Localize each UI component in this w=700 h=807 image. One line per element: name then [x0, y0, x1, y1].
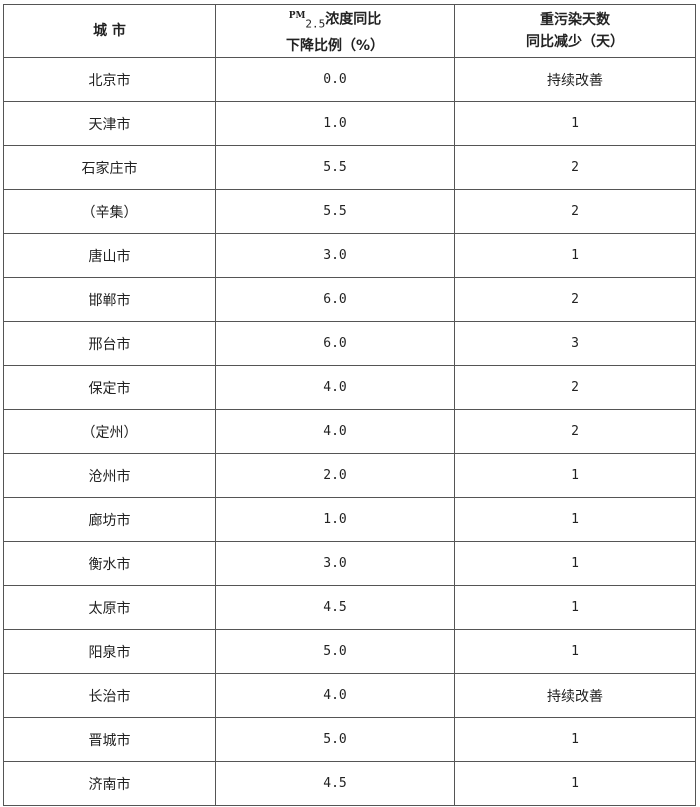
pm25-cell: 5.5: [215, 189, 455, 235]
city-cell: 石家庄市: [3, 145, 216, 191]
days-cell: 持续改善: [454, 57, 696, 103]
city-cell: 天津市: [3, 101, 216, 147]
table-row: 衡水市 3.0 1: [3, 541, 696, 587]
days-cell: 3: [454, 321, 696, 367]
days-header-line1: 重污染天数: [540, 12, 610, 29]
table-row: 北京市 0.0 持续改善: [3, 57, 696, 103]
table-row: 保定市 4.0 2: [3, 365, 696, 411]
city-cell: 保定市: [3, 365, 216, 411]
pm25-cell: 5.5: [215, 145, 455, 191]
table-row: 唐山市 3.0 1: [3, 233, 696, 279]
header-row: 城 市 PM2.5浓度同比 下降比例（%） 重污染天数 同比减少（天）: [3, 3, 696, 59]
city-cell: 邯郸市: [3, 277, 216, 323]
pm25-cell: 4.0: [215, 409, 455, 455]
city-cell: 晋城市: [3, 717, 216, 763]
pm25-cell: 2.0: [215, 453, 455, 499]
pm-header-line2: 下降比例（%）: [285, 38, 385, 55]
city-cell: 长治市: [3, 673, 216, 719]
table-row: （定州） 4.0 2: [3, 409, 696, 455]
table-row: 济南市 4.5 1: [3, 761, 696, 807]
header-pm25-reduction: PM2.5浓度同比 下降比例（%）: [215, 3, 455, 59]
days-cell: 1: [454, 629, 696, 675]
city-cell: 阳泉市: [3, 629, 216, 675]
pm25-cell: 1.0: [215, 497, 455, 543]
days-cell: 2: [454, 409, 696, 455]
table-row: 晋城市 5.0 1: [3, 717, 696, 763]
days-cell: 2: [454, 145, 696, 191]
pm25-cell: 3.0: [215, 233, 455, 279]
table-row: 石家庄市 5.5 2: [3, 145, 696, 191]
city-cell: 太原市: [3, 585, 216, 631]
pm25-cell: 1.0: [215, 101, 455, 147]
pm25-cell: 6.0: [215, 277, 455, 323]
table-row: 长治市 4.0 持续改善: [3, 673, 696, 719]
days-cell: 1: [454, 585, 696, 631]
pm25-cell: 5.0: [215, 629, 455, 675]
days-cell: 1: [454, 101, 696, 147]
city-cell: 济南市: [3, 761, 216, 807]
table-row: 天津市 1.0 1: [3, 101, 696, 147]
table-row: 廊坊市 1.0 1: [3, 497, 696, 543]
city-cell: 沧州市: [3, 453, 216, 499]
city-cell: 廊坊市: [3, 497, 216, 543]
pm25-cell: 3.0: [215, 541, 455, 587]
pm-label: PM: [288, 11, 306, 21]
pm-subscript: 2.5: [305, 17, 326, 31]
days-cell: 1: [454, 453, 696, 499]
city-cell: （辛集）: [3, 189, 216, 235]
pm25-cell: 4.5: [215, 761, 455, 807]
days-cell: 2: [454, 189, 696, 235]
pm25-cell: 6.0: [215, 321, 455, 367]
days-cell: 2: [454, 365, 696, 411]
header-heavy-pollution-days: 重污染天数 同比减少（天）: [454, 3, 696, 59]
pm25-cell: 4.0: [215, 673, 455, 719]
header-city: 城 市: [3, 3, 216, 59]
days-cell: 2: [454, 277, 696, 323]
days-cell: 1: [454, 717, 696, 763]
pm25-cell: 0.0: [215, 57, 455, 103]
days-cell: 1: [454, 761, 696, 807]
pm-header-line1: 浓度同比: [325, 11, 382, 28]
days-cell: 持续改善: [454, 673, 696, 719]
pm25-target-table: 城 市 PM2.5浓度同比 下降比例（%） 重污染天数 同比减少（天） 北京市 0…: [3, 3, 696, 807]
days-cell: 1: [454, 233, 696, 279]
days-cell: 1: [454, 497, 696, 543]
days-cell: 1: [454, 541, 696, 587]
city-cell: （定州）: [3, 409, 216, 455]
table-row: 阳泉市 5.0 1: [3, 629, 696, 675]
pm25-cell: 5.0: [215, 717, 455, 763]
pm25-cell: 4.0: [215, 365, 455, 411]
table-row: 邯郸市 6.0 2: [3, 277, 696, 323]
table-row: （辛集） 5.5 2: [3, 189, 696, 235]
pm25-cell: 4.5: [215, 585, 455, 631]
days-header-line2: 同比减少（天）: [526, 34, 624, 51]
city-cell: 唐山市: [3, 233, 216, 279]
table-row: 邢台市 6.0 3: [3, 321, 696, 367]
table-row: 沧州市 2.0 1: [3, 453, 696, 499]
city-cell: 北京市: [3, 57, 216, 103]
table-row: 太原市 4.5 1: [3, 585, 696, 631]
city-cell: 邢台市: [3, 321, 216, 367]
city-cell: 衡水市: [3, 541, 216, 587]
